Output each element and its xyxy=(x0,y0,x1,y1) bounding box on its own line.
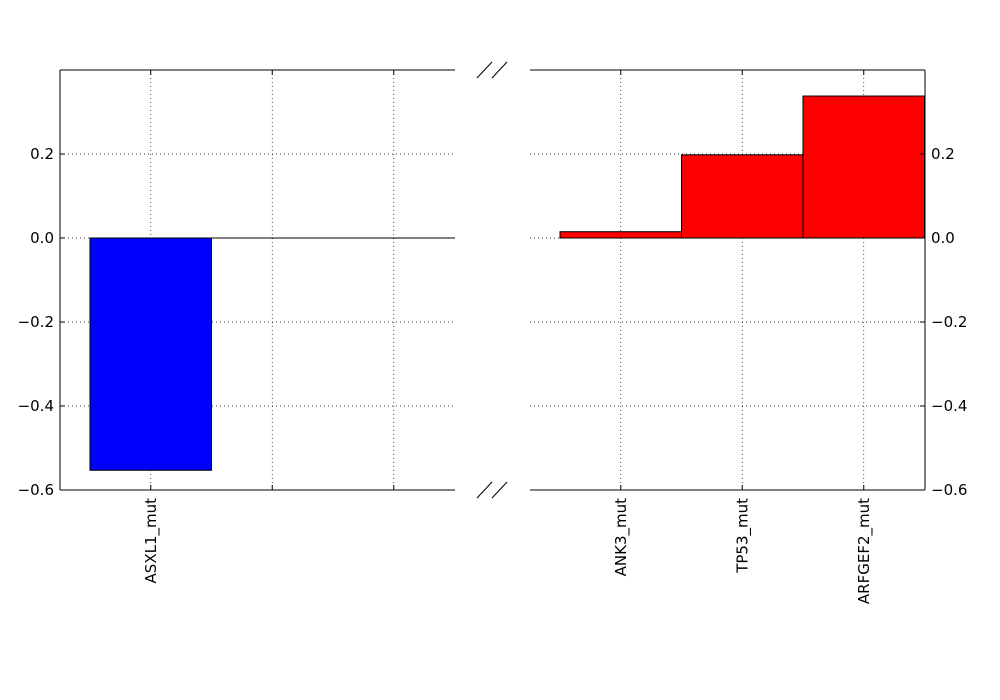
y-tick-label-left: −0.6 xyxy=(18,481,54,499)
x-tick-label: TP53_mut xyxy=(733,498,752,574)
y-tick-label-right: −0.6 xyxy=(931,481,967,499)
bar-asxl1-mut xyxy=(89,237,212,471)
labels-layer: ASXL1_mut 0.2 0.0 −0.2 −0.4 −0.6 ANK3_mut TP53_… xyxy=(18,145,968,604)
y-tick-label-left: −0.2 xyxy=(18,313,54,331)
y-tick-label-left: −0.4 xyxy=(18,397,54,415)
bars-layer xyxy=(89,95,925,471)
x-tick-label: ASXL1_mut xyxy=(142,498,161,584)
axis-break-mark-bottom-1 xyxy=(476,481,493,499)
bar-tp53-mut xyxy=(681,154,804,239)
y-tick-label-right: −0.2 xyxy=(931,313,967,331)
x-tick-label: ARFGEF2_mut xyxy=(855,498,874,604)
y-tick-label-right: 0.0 xyxy=(931,229,955,247)
y-tick-label-left: 0.2 xyxy=(30,145,54,163)
y-tick-label-right: 0.2 xyxy=(931,145,955,163)
axis-break-mark-top-2 xyxy=(491,61,508,79)
ticks-layer xyxy=(60,70,925,491)
axis-break-mark-top-1 xyxy=(476,61,493,79)
x-tick-label: ANK3_mut xyxy=(612,498,631,576)
y-tick-label-left: 0.0 xyxy=(30,229,54,247)
y-tick-label-right: −0.4 xyxy=(931,397,967,415)
bar-ank3-mut xyxy=(559,231,682,239)
plot-frame xyxy=(59,61,926,499)
bar-arfgef2-mut xyxy=(802,95,925,239)
axis-break-mark-bottom-2 xyxy=(491,481,508,499)
